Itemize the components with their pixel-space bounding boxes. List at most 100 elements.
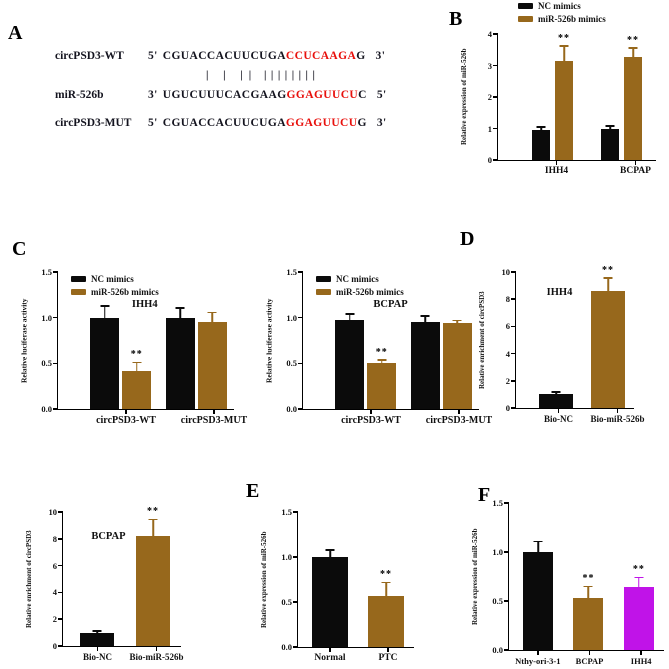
x-tick-mark: [155, 647, 158, 651]
error-bar: [179, 308, 181, 318]
x-category-label: IHH4: [517, 161, 596, 176]
y-tick-label: 10: [501, 267, 511, 277]
y-tick-label: 1.5: [492, 498, 503, 508]
bar-slot: [80, 512, 114, 646]
y-tick-mark: [298, 271, 303, 273]
panel-label-a: A: [8, 22, 23, 44]
y-tick-mark: [493, 33, 498, 35]
legend-item: NC mimics: [316, 274, 404, 284]
error-bar-cap: [377, 359, 387, 361]
bar: [591, 291, 625, 408]
error-bar-cap: [148, 518, 158, 521]
legend-swatch: [316, 276, 331, 282]
significance-marker: **: [558, 32, 570, 44]
seq-black: CGUACCACUUCUGA: [162, 50, 286, 62]
y-tick-mark: [53, 362, 58, 365]
bar-group: **: [125, 506, 181, 646]
y-axis-label: Relative expression of miR-526b: [260, 531, 268, 628]
x-axis-categories: Normal PTC: [297, 648, 417, 663]
bar-slot: [539, 272, 573, 408]
y-axis-label: Relative luciferase activity: [264, 298, 274, 383]
error-bar-cap: [345, 313, 355, 315]
bar: [555, 60, 573, 160]
seq-black: UGUCUUUCACGAAG: [162, 89, 287, 101]
y-tick-label: 10: [48, 507, 58, 517]
chart-d-pulldown-ihh4: Relative enrichment of circPSD3 0 2 4 6 8 10 IH…: [470, 256, 645, 431]
seq-black: CGUACCACUUCUGA: [162, 117, 286, 129]
bar-group: [513, 503, 563, 650]
x-category-text: Bio-NC: [83, 652, 112, 662]
legend-swatch: [518, 3, 533, 9]
significance-marker: **: [380, 569, 392, 581]
x-axis-categories: Bio-NC Bio-miR-526b: [515, 409, 647, 424]
bar-slot: **: [555, 32, 573, 160]
x-category-label: Bio-NC: [68, 647, 127, 662]
panel-label-b: B: [449, 8, 463, 30]
error-bar-cap: [381, 581, 391, 584]
y-tick-mark: [511, 325, 516, 328]
chart-e-mir526b-tissue: Relative expression of miR-526b 0.0 0.5 1.0…: [253, 496, 423, 669]
seq-black: G: [357, 117, 367, 129]
error-bar-cap: [100, 305, 110, 307]
y-tick-mark: [511, 407, 516, 409]
y-tick-mark: [298, 408, 303, 410]
error-bar-cap: [559, 45, 569, 47]
bar-slot: [90, 272, 120, 409]
x-tick-mark: [329, 648, 331, 652]
x-category-text: Bio-miR-526b: [590, 414, 645, 424]
significance-marker: **: [582, 573, 595, 585]
y-tick-label: 1.5: [286, 267, 297, 277]
y-tick-mark: [493, 96, 498, 98]
y-axis-label: Relative enrichment of circPSD3: [25, 530, 33, 628]
bar: [532, 130, 550, 160]
x-category-label: circPSD3-MUT: [170, 410, 258, 426]
y-tick-mark: [504, 600, 509, 602]
bar: [539, 394, 573, 408]
x-category-label: Bio-NC: [529, 409, 588, 424]
plot-area: 0.0 0.5 1.0 1.5 IHH4 **: [41, 267, 234, 414]
seq-5prime: 5': [376, 89, 387, 101]
error-bar: [104, 306, 106, 318]
bar-groups: **: [298, 512, 414, 647]
x-category-text: circPSD3-WT: [341, 415, 401, 426]
error-bar: [329, 550, 331, 557]
bar-group: **: [563, 503, 613, 650]
chart-c-luciferase-bcpap: Relative luciferase activity 0.0 0.5 1.0 1.5…: [260, 256, 493, 431]
bar-slot: **: [591, 265, 625, 408]
error-bar-cap: [132, 361, 142, 364]
y-tick-mark: [504, 649, 509, 651]
y-tick-label: 0.0: [286, 404, 297, 414]
y-tick-label: 1.5: [281, 507, 292, 517]
error-bar: [385, 583, 387, 596]
error-bar: [638, 578, 640, 588]
bar-slot: **: [122, 272, 152, 409]
y-tick-label: 0.5: [281, 597, 292, 607]
significance-marker: **: [375, 346, 388, 358]
x-tick-mark: [616, 409, 619, 413]
y-tick-mark: [293, 646, 298, 648]
y-tick-label: 1.0: [41, 312, 52, 323]
y-tick-mark: [58, 538, 63, 540]
error-bar-cap: [420, 315, 430, 317]
x-axis-categories: Nthy-ori-3-1 BCPAP IHH4: [508, 651, 667, 666]
seq-black: C: [358, 89, 367, 101]
bar: [368, 595, 404, 647]
y-tick-mark: [58, 564, 63, 567]
bar-group: [530, 272, 582, 408]
x-category-label: circPSD3-WT: [82, 410, 170, 426]
bar-slot: [532, 34, 550, 160]
error-bar-cap: [628, 47, 638, 49]
chart-d-pulldown-bcpap: Relative enrichment of circPSD3 0 2 4 6 8 10 BC…: [18, 496, 188, 669]
panel-label-f: F: [478, 484, 491, 506]
x-category-label: BCPAP: [596, 161, 669, 176]
seq-black: G: [356, 50, 366, 62]
legend: NC mimics miR-526b mimics: [518, 1, 606, 24]
y-tick-label: 1.5: [41, 267, 52, 277]
error-bar: [152, 520, 154, 537]
x-tick-mark: [634, 161, 637, 165]
x-category-text: PTC: [378, 653, 398, 663]
legend-label: NC mimics: [91, 274, 134, 284]
bar-slot: **: [623, 503, 654, 650]
chart-title: BCPAP: [91, 530, 126, 542]
y-tick-label: 0.0: [281, 642, 292, 652]
